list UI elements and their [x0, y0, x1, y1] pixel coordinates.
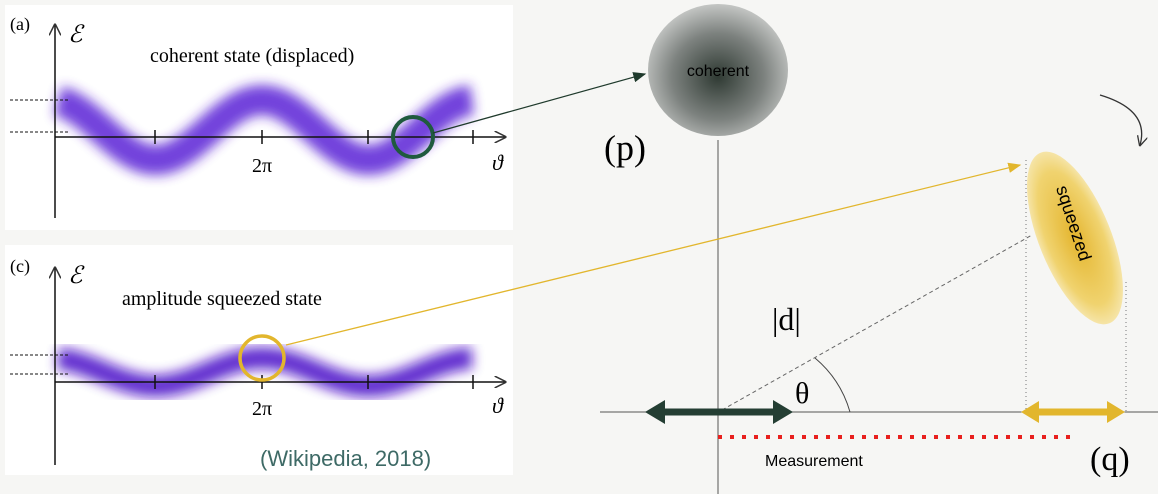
axis-label: ℰ — [68, 263, 85, 289]
panel-title: amplitude squeezed state — [122, 288, 322, 310]
diagram: (a) ℰ coherent state (displaced) 2π ϑ (c… — [0, 0, 1158, 494]
citation: (Wikipedia, 2018) — [260, 446, 431, 471]
axis-label: ℰ — [68, 22, 85, 48]
panel-label: (a) — [10, 14, 30, 35]
measurement-label: Measurement — [765, 453, 863, 470]
tick-label: 2π — [252, 398, 272, 420]
panel-title: coherent state (displaced) — [150, 45, 354, 67]
axis-label: (p) — [604, 128, 646, 168]
page: (a) ℰ coherent state (displaced) 2π ϑ (c… — [0, 0, 1158, 494]
axis-label: (q) — [1090, 441, 1130, 478]
tick-label: 2π — [252, 155, 272, 177]
axis-label: ϑ — [492, 150, 504, 175]
angle-label: θ — [795, 377, 809, 410]
axis-label: ϑ — [492, 393, 504, 418]
state-label: coherent — [687, 63, 750, 80]
panel-label: (c) — [10, 256, 30, 277]
magnitude-label: |d| — [772, 301, 801, 337]
